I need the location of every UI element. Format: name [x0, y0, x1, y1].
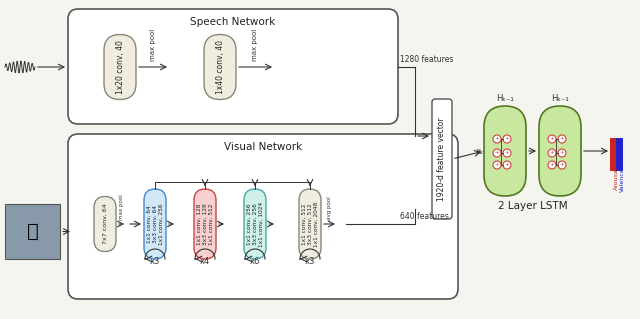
Text: 1x1 conv, 256
3x3 conv, 256
1x1 conv, 1024: 1x1 conv, 256 3x3 conv, 256 1x1 conv, 10…	[246, 201, 263, 247]
FancyBboxPatch shape	[484, 106, 526, 196]
Text: x6: x6	[250, 257, 260, 266]
Text: Speech Network: Speech Network	[190, 17, 276, 27]
Text: 1x1 conv, 64
3x3 conv, 64
1x1 conv, 256: 1x1 conv, 64 3x3 conv, 64 1x1 conv, 256	[147, 203, 163, 245]
FancyBboxPatch shape	[194, 189, 216, 259]
Text: 1x1 conv, 512
3x3 conv, 512
1x1 conv, 2048: 1x1 conv, 512 3x3 conv, 512 1x1 conv, 20…	[301, 201, 318, 247]
Text: Hₖ₋₁: Hₖ₋₁	[496, 94, 514, 103]
Circle shape	[548, 135, 556, 143]
Circle shape	[503, 149, 511, 157]
FancyBboxPatch shape	[68, 9, 398, 124]
Text: x4: x4	[200, 257, 210, 266]
FancyBboxPatch shape	[144, 189, 166, 259]
Text: Arousal: Arousal	[614, 167, 619, 190]
Text: x3: x3	[305, 257, 315, 266]
Text: +: +	[559, 162, 564, 167]
FancyBboxPatch shape	[299, 189, 321, 259]
Text: +: +	[550, 151, 554, 155]
Text: +: +	[495, 151, 499, 155]
Text: Valence: Valence	[620, 167, 625, 192]
Circle shape	[503, 161, 511, 169]
Circle shape	[548, 161, 556, 169]
Text: 1x1 conv, 128
3x3 conv, 128
1x1 conv, 512: 1x1 conv, 128 3x3 conv, 128 1x1 conv, 51…	[196, 203, 213, 245]
FancyBboxPatch shape	[244, 189, 266, 259]
FancyBboxPatch shape	[104, 34, 136, 100]
Circle shape	[558, 135, 566, 143]
Text: 2 Layer LSTM: 2 Layer LSTM	[498, 201, 567, 211]
FancyBboxPatch shape	[94, 197, 116, 251]
Text: Hₖ₋₁: Hₖ₋₁	[551, 94, 569, 103]
Circle shape	[493, 149, 501, 157]
Text: +: +	[495, 162, 499, 167]
Text: +: +	[550, 162, 554, 167]
Text: 1920-d feature vector: 1920-d feature vector	[438, 117, 447, 201]
Circle shape	[548, 149, 556, 157]
Text: max pool: max pool	[118, 194, 124, 220]
Text: 640 features: 640 features	[400, 212, 449, 221]
Text: xₖ: xₖ	[476, 146, 484, 155]
Text: 1x40 conv, 40: 1x40 conv, 40	[216, 40, 225, 94]
FancyBboxPatch shape	[432, 99, 452, 219]
Circle shape	[503, 135, 511, 143]
Text: Visual Network: Visual Network	[224, 142, 302, 152]
Circle shape	[493, 161, 501, 169]
Text: 👤: 👤	[27, 222, 38, 241]
Text: max pool: max pool	[252, 29, 258, 61]
Text: +: +	[559, 151, 564, 155]
Circle shape	[493, 135, 501, 143]
Text: 1280 features: 1280 features	[400, 55, 453, 64]
Text: x3: x3	[150, 257, 160, 266]
Circle shape	[558, 149, 566, 157]
Circle shape	[558, 161, 566, 169]
FancyBboxPatch shape	[5, 204, 60, 259]
Text: 7x7 conv, 64: 7x7 conv, 64	[102, 204, 108, 244]
Text: +: +	[559, 137, 564, 142]
FancyBboxPatch shape	[204, 34, 236, 100]
Text: +: +	[495, 137, 499, 142]
FancyBboxPatch shape	[539, 106, 581, 196]
Text: +: +	[504, 162, 509, 167]
Text: avg pool: avg pool	[326, 196, 332, 220]
Text: max pool: max pool	[150, 29, 156, 61]
Text: +: +	[550, 137, 554, 142]
FancyBboxPatch shape	[68, 134, 458, 299]
Text: +: +	[504, 151, 509, 155]
Text: 1x20 conv, 40: 1x20 conv, 40	[115, 40, 125, 94]
Text: +: +	[504, 137, 509, 142]
